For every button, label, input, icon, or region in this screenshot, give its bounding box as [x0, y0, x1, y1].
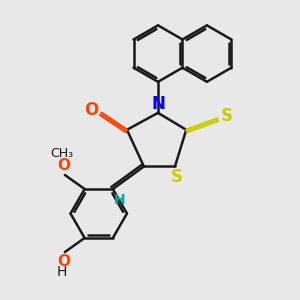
Text: H: H — [57, 266, 67, 279]
Text: CH₃: CH₃ — [50, 147, 74, 160]
Text: O: O — [57, 254, 70, 269]
Text: O: O — [85, 101, 99, 119]
Text: N: N — [151, 95, 165, 113]
Text: H: H — [114, 193, 126, 207]
Text: S: S — [170, 168, 182, 186]
Text: O: O — [57, 158, 70, 172]
Text: S: S — [221, 107, 233, 125]
